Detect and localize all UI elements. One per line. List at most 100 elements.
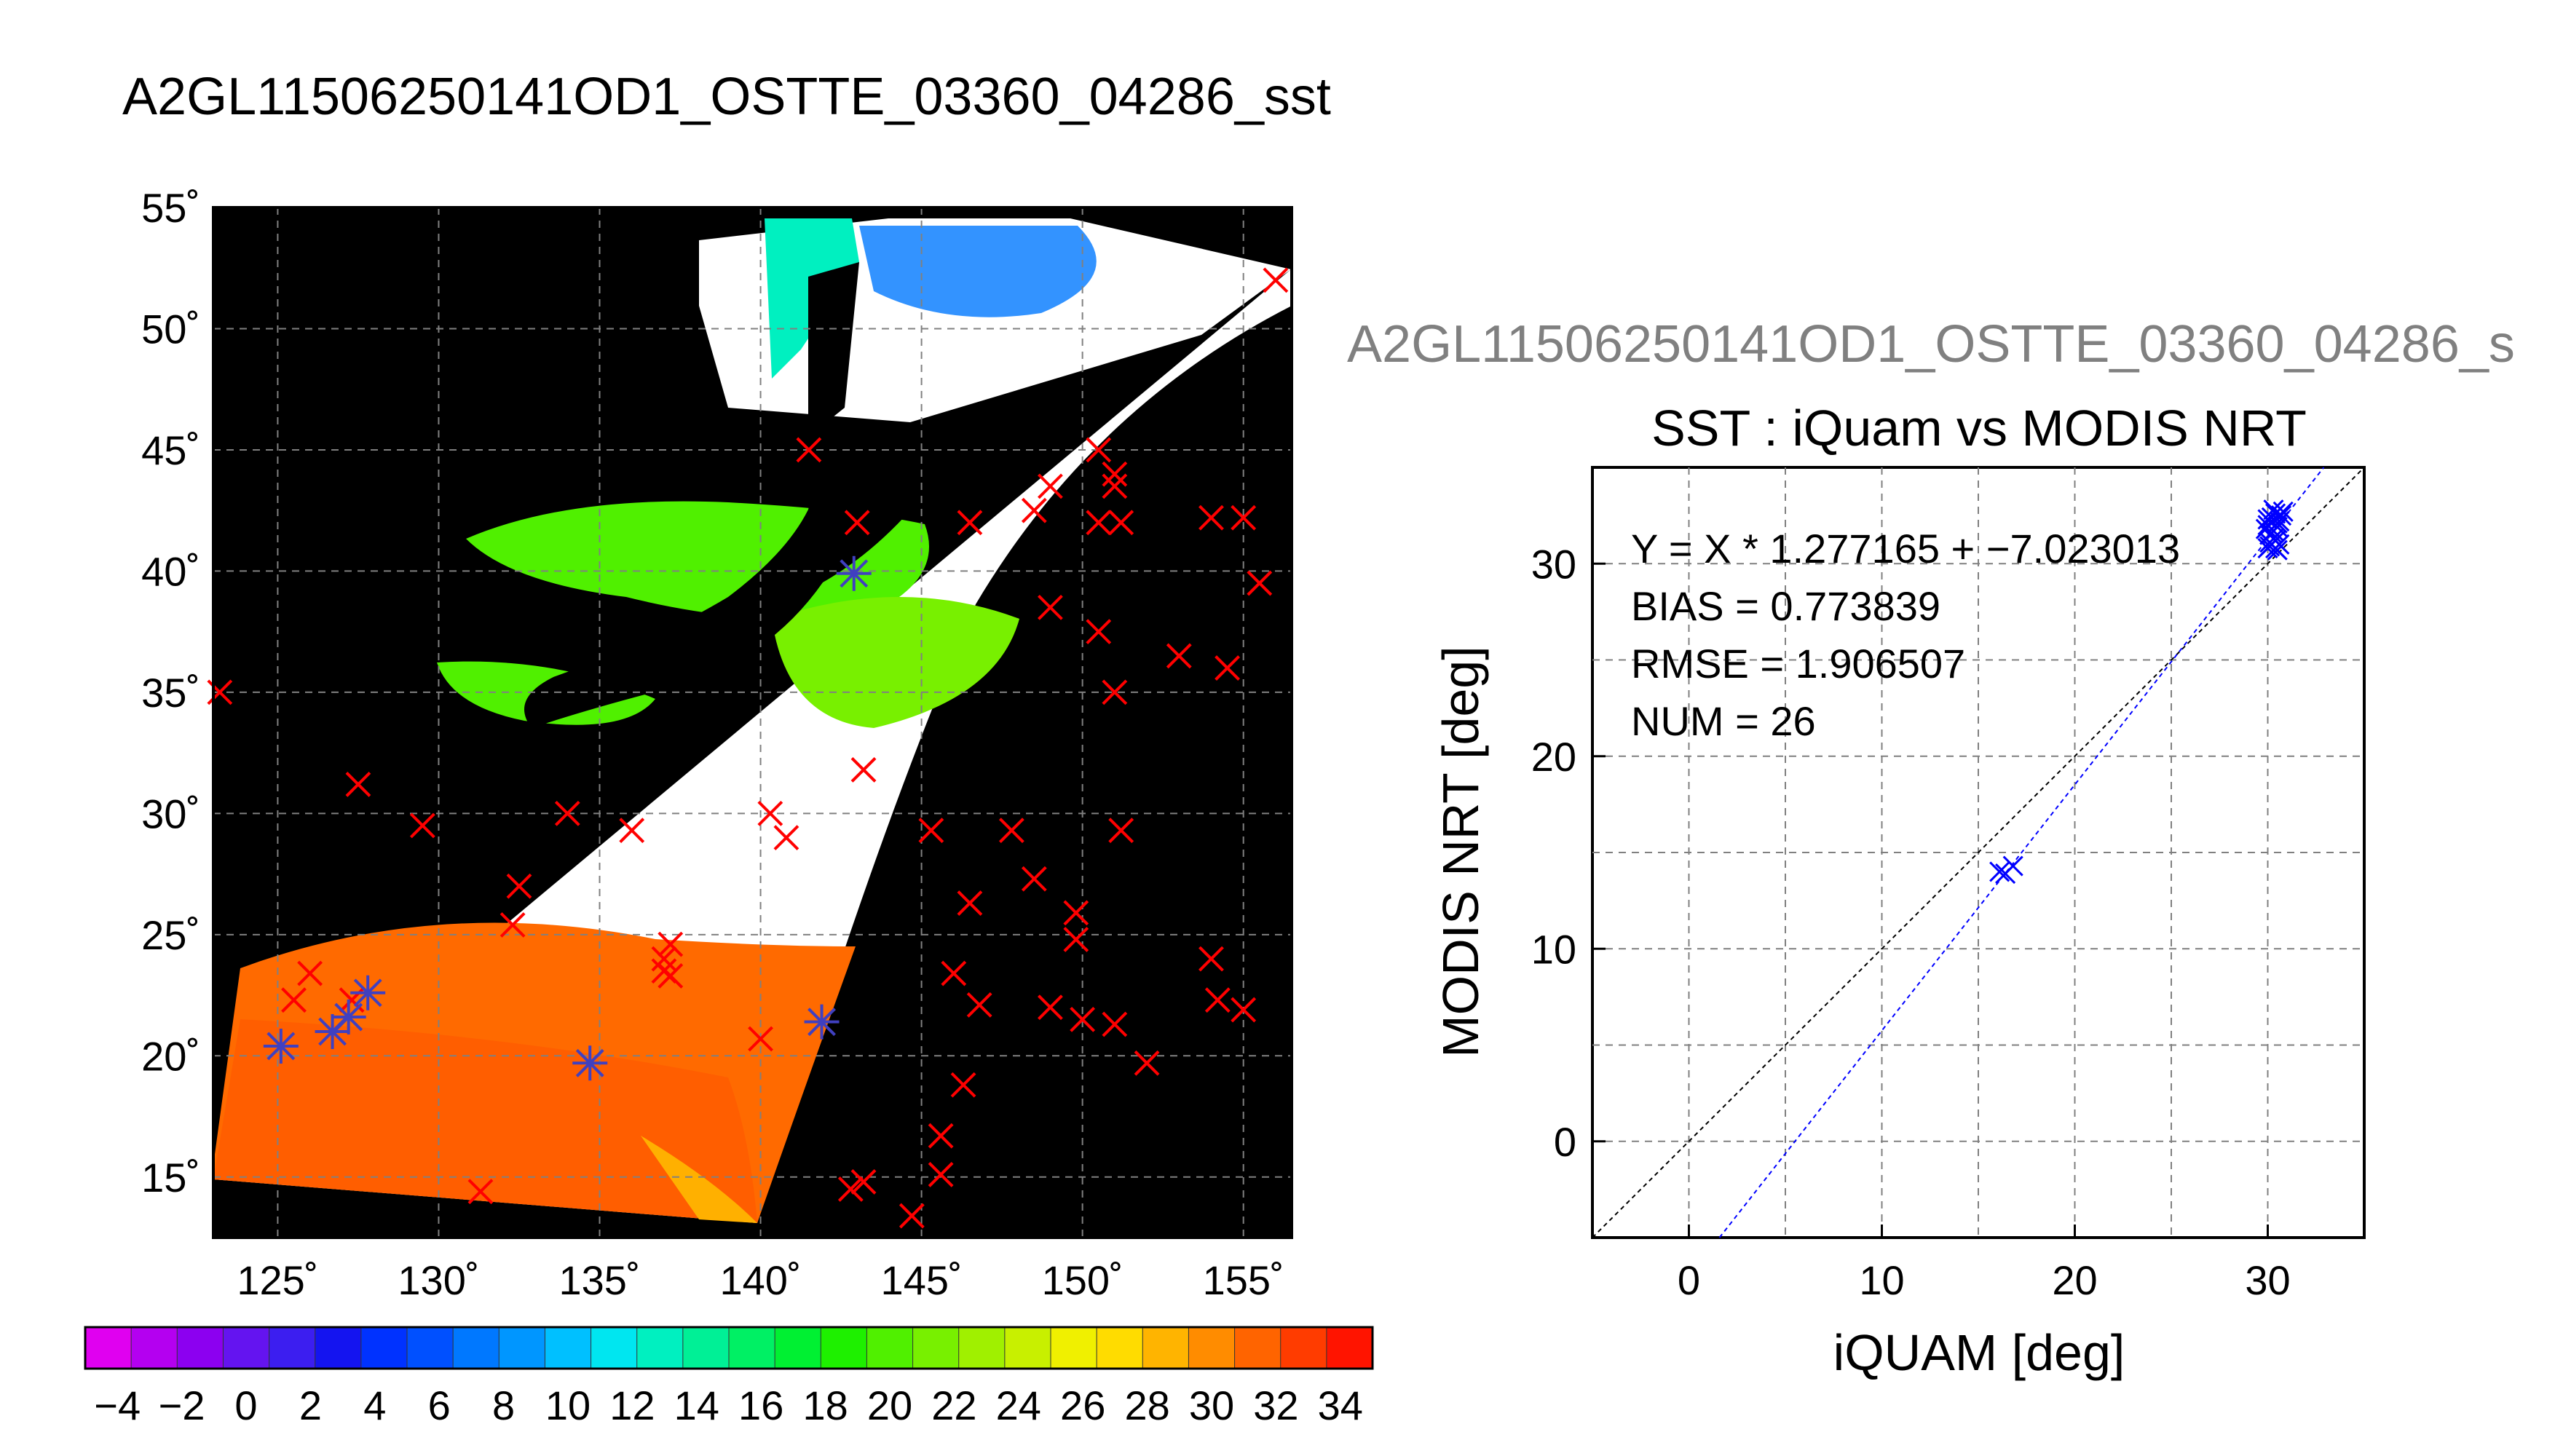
iquam-marker — [1086, 510, 1112, 536]
scatter-y-tick-label: 30 — [1531, 541, 1576, 587]
scatter-x-label: iQUAM [deg] — [1833, 1324, 2125, 1381]
matched-marker-d2 — [807, 1008, 836, 1037]
iquam-marker-stroke-b — [928, 1162, 954, 1187]
iquam-marker — [1086, 619, 1112, 645]
iquam-marker-stroke-b — [1247, 570, 1273, 596]
scatter-point-stroke-b — [2263, 499, 2284, 521]
iquam-marker — [499, 912, 526, 938]
iquam-marker-stroke-b — [941, 960, 967, 986]
iquam-marker — [1038, 994, 1063, 1021]
colorbar-tick-label: 28 — [1124, 1382, 1169, 1428]
iquam-marker-stroke-b — [928, 1123, 954, 1149]
iquam-marker — [1063, 900, 1089, 926]
scatter-point-stroke-b — [1989, 861, 2010, 882]
matched-marker-d2 — [840, 559, 869, 588]
map-y-tick-label: 25˚ — [141, 912, 200, 958]
iquam-marker-stroke-b — [1198, 946, 1224, 972]
figure-title: A2GL11506250141OD1_OSTTE_03360_04286_sst — [122, 68, 1331, 126]
map-x-tick-label: 135˚ — [558, 1257, 640, 1303]
iquam-marker-stroke-b — [957, 510, 983, 536]
iquam-marker-stroke-b — [1021, 866, 1047, 892]
iquam-marker-stroke-b — [1215, 655, 1240, 681]
iquam-marker — [757, 800, 783, 826]
iquam-marker — [998, 818, 1024, 844]
map-y-tick-label: 50˚ — [141, 306, 200, 352]
sst-okhotsk-blue — [859, 226, 1097, 317]
colorbar-tick-label: 18 — [802, 1382, 848, 1428]
colorbar-cells — [85, 1327, 1373, 1369]
sst-pacific-coast — [772, 597, 1019, 728]
iquam-marker — [1063, 927, 1089, 952]
colorbar-tick-labels: −4 −2 0 2 4 6 8 10 12 14 16 18 20 22 24 26 28 30 32 34 — [94, 1382, 1363, 1428]
iquam-marker — [1247, 570, 1273, 596]
iquam-marker-stroke-b — [651, 946, 677, 972]
iquam-marker-stroke-b — [1102, 473, 1128, 499]
scatter-ticks: 0 10 20 30 0 10 20 30 — [1531, 541, 2291, 1303]
colorbar-cell — [1326, 1327, 1373, 1369]
iquam-marker-stroke-b — [506, 873, 532, 899]
scatter-title: SST : iQuam vs MODIS NRT — [1651, 400, 2307, 456]
colorbar-tick-label: 32 — [1253, 1382, 1298, 1428]
scatter-y-tick-label: 10 — [1531, 926, 1576, 972]
colorbar-cell — [866, 1327, 914, 1369]
colorbar-tick-label: −4 — [94, 1382, 141, 1428]
iquam-marker-stroke-b — [918, 818, 944, 844]
iquam-marker-stroke-b — [998, 818, 1024, 844]
map-x-tick-label: 140˚ — [720, 1257, 802, 1303]
matched-marker — [263, 1028, 299, 1064]
map-y-tick-label: 30˚ — [141, 791, 200, 836]
stats-num: NUM = 26 — [1631, 698, 1816, 744]
iquam-marker-stroke-b — [748, 1026, 773, 1052]
iquam-marker — [957, 890, 983, 916]
scatter-x-tick-label: 10 — [1859, 1257, 1904, 1303]
fit-line — [1718, 467, 2325, 1238]
iquam-marker-stroke-b — [1086, 510, 1112, 536]
map-y-tick-label: 20˚ — [141, 1033, 200, 1079]
iquam-marker-stroke-b — [1102, 1011, 1128, 1037]
map-x-tick-label: 130˚ — [398, 1257, 479, 1303]
map-frame — [212, 206, 1293, 1239]
map-y-tick-label: 55˚ — [141, 185, 200, 231]
iquam-marker-stroke-b — [950, 1072, 976, 1098]
land-sakhalin — [808, 262, 859, 437]
iquam-marker-stroke-b — [957, 890, 983, 916]
matched-marker — [331, 1000, 366, 1035]
colorbar-cell — [315, 1327, 362, 1369]
iquam-marker — [773, 825, 799, 851]
iquam-marker-stroke-b — [619, 818, 645, 844]
iquam-marker-stroke-b — [657, 931, 684, 957]
iquam-marker — [554, 800, 580, 826]
iquam-marker-stroke-b — [850, 757, 877, 783]
land-hokkaido — [786, 433, 903, 486]
colorbar-cell — [682, 1327, 730, 1369]
colorbar-cell — [958, 1327, 1006, 1369]
iquam-marker — [1070, 1006, 1096, 1032]
iquam-marker — [1108, 510, 1134, 536]
colorbar-tick-label: 24 — [996, 1382, 1041, 1428]
scatter-point-stroke-b — [2272, 501, 2294, 522]
land-northeast-china — [213, 240, 408, 454]
colorbar-cell — [775, 1327, 821, 1369]
colorbar-tick-label: 10 — [545, 1382, 591, 1428]
iquam-marker — [1198, 946, 1224, 972]
iquam-marker-stroke-b — [1108, 818, 1134, 844]
map-y-tick-label: 15˚ — [141, 1155, 200, 1200]
iquam-marker — [899, 1203, 925, 1229]
colorbar-cell — [1004, 1327, 1051, 1369]
colorbar-tick-label: 30 — [1189, 1382, 1234, 1428]
iquam-marker — [748, 1026, 773, 1052]
iquam-marker-stroke-b — [554, 800, 580, 826]
iquam-marker — [1215, 655, 1240, 681]
iquam-marker — [506, 873, 532, 899]
iquam-marker-stroke-b — [467, 1179, 494, 1205]
scatter-point-stroke-b — [2257, 509, 2278, 530]
map-x-tick-label: 125˚ — [237, 1257, 318, 1303]
iquam-marker-stroke-b — [1070, 1006, 1096, 1032]
iquam-marker — [1038, 473, 1063, 499]
colorbar-cell — [821, 1327, 867, 1369]
colorbar-tick-label: 22 — [931, 1382, 976, 1428]
iquam-marker — [850, 757, 877, 783]
iquam-marker — [850, 1169, 877, 1195]
map-x-tick-labels: 125˚ 130˚ 135˚ 140˚ 145˚ 150˚ 155˚ — [237, 1257, 1284, 1303]
scatter-panel: SST : iQuam vs MODIS NRT 0 10 20 300102030 … — [1432, 400, 2366, 1381]
